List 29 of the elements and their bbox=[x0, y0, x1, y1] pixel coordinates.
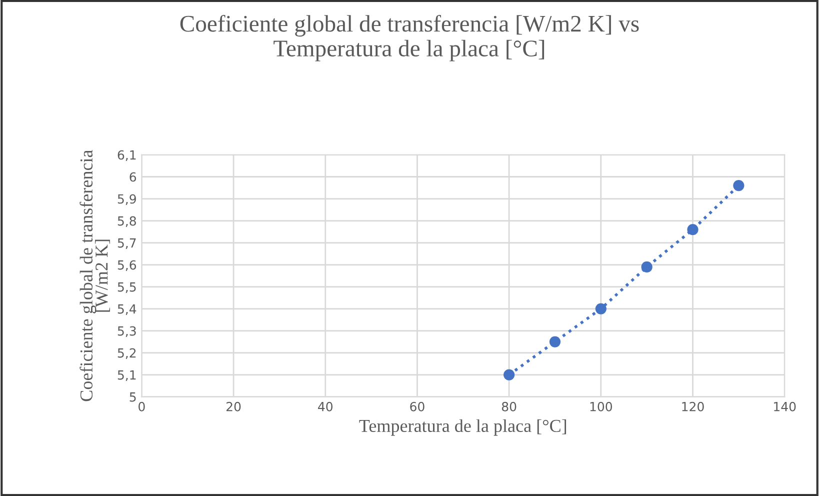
x-tick-label: 80 bbox=[502, 402, 516, 412]
y-tick-label: 5,3 bbox=[118, 326, 136, 337]
chart-title: Coeficiente global de transferencia [W/m2 K] vs Temperatura de la placa [°C] bbox=[180, 14, 639, 62]
y-tick-label: 5,9 bbox=[118, 194, 136, 205]
y-tick-label: 5,5 bbox=[118, 282, 136, 293]
point bbox=[687, 224, 698, 236]
x-tick-label: 20 bbox=[226, 402, 241, 412]
point bbox=[549, 336, 561, 348]
y-tick-label: 5 bbox=[130, 392, 136, 402]
point bbox=[733, 180, 744, 192]
x-axis-title: Temperatura de la placa [°C] bbox=[359, 419, 566, 436]
x-tick-label: 60 bbox=[410, 402, 424, 412]
y-tick-label: 6,1 bbox=[118, 150, 136, 161]
x-tick-label: 40 bbox=[318, 402, 332, 412]
x-tick-label: 0 bbox=[138, 402, 145, 412]
point bbox=[504, 369, 515, 380]
y-tick-label: 5,2 bbox=[118, 348, 136, 359]
y-tick-label: 5,7 bbox=[118, 238, 136, 249]
point bbox=[595, 303, 606, 314]
y-tick-label: 5,8 bbox=[118, 216, 136, 227]
y-axis-title: Coeficiente global de transferencia [W/m2 K] bbox=[80, 150, 110, 402]
y-tick-label: 5,4 bbox=[118, 304, 136, 315]
x-tick-label: 100 bbox=[590, 402, 612, 412]
y-tick-label: 5,6 bbox=[118, 260, 136, 271]
x-tick-label: 140 bbox=[774, 402, 796, 412]
y-tick-label: 6 bbox=[130, 172, 136, 182]
y-tick-label: 5,1 bbox=[118, 370, 136, 381]
x-tick-label: 120 bbox=[682, 402, 704, 412]
point bbox=[641, 261, 652, 273]
